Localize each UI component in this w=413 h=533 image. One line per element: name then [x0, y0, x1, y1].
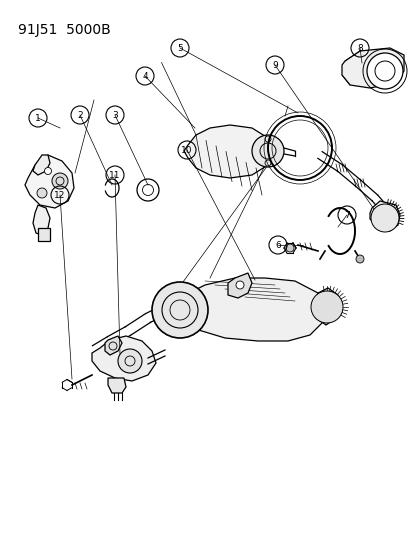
Polygon shape	[108, 378, 126, 393]
Polygon shape	[38, 228, 50, 241]
Circle shape	[285, 244, 293, 252]
Circle shape	[366, 53, 402, 89]
Polygon shape	[25, 155, 74, 208]
Text: 4: 4	[142, 71, 147, 80]
Text: 3: 3	[112, 110, 118, 119]
Text: 2: 2	[77, 110, 83, 119]
Polygon shape	[313, 288, 339, 325]
Text: 6: 6	[275, 240, 280, 249]
Text: 8: 8	[356, 44, 362, 52]
Circle shape	[37, 188, 47, 198]
Text: 5: 5	[177, 44, 183, 52]
Polygon shape	[168, 278, 324, 341]
Polygon shape	[369, 201, 399, 231]
Text: 10: 10	[181, 146, 192, 155]
Circle shape	[252, 135, 283, 167]
Text: 11: 11	[109, 171, 121, 180]
Polygon shape	[228, 273, 252, 298]
Polygon shape	[33, 155, 50, 175]
Circle shape	[310, 291, 342, 323]
Polygon shape	[105, 336, 122, 355]
Text: 12: 12	[54, 190, 66, 199]
Polygon shape	[183, 125, 271, 178]
Text: 9: 9	[271, 61, 277, 69]
Circle shape	[52, 173, 68, 189]
Circle shape	[235, 281, 243, 289]
Text: 91J51  5000B: 91J51 5000B	[18, 23, 111, 37]
Polygon shape	[341, 48, 403, 88]
Circle shape	[152, 282, 207, 338]
Circle shape	[44, 167, 51, 174]
Circle shape	[118, 349, 142, 373]
Text: 1: 1	[35, 114, 41, 123]
Circle shape	[355, 255, 363, 263]
Circle shape	[370, 204, 398, 232]
Polygon shape	[92, 336, 156, 381]
Polygon shape	[33, 205, 50, 235]
Text: 7: 7	[343, 211, 349, 220]
